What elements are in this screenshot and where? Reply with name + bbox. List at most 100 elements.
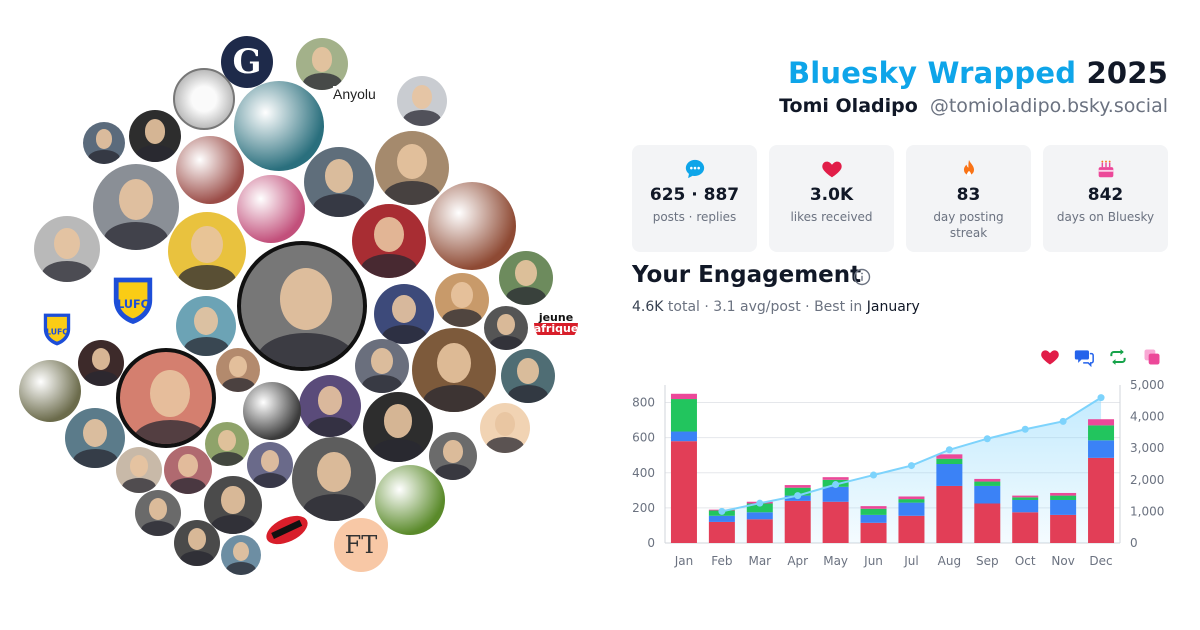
bar-segment (936, 485, 963, 543)
cumulative-point (1097, 394, 1105, 402)
bar-segment (784, 487, 811, 496)
avatar (304, 147, 374, 217)
broken-image-alt: Anyolu (333, 86, 391, 104)
logo-avatar: G (221, 36, 273, 88)
best-label: Best in (814, 299, 863, 315)
bar-segment (822, 477, 849, 480)
avatar (176, 136, 244, 204)
avatar (135, 490, 181, 536)
avatar (429, 432, 477, 480)
bar-segment (1012, 512, 1039, 543)
logo-avatar: LUFC (35, 307, 79, 351)
cumulative-point (756, 499, 764, 507)
avg-value: 3.1 avg/post (713, 299, 801, 315)
heart-icon[interactable] (1040, 347, 1060, 367)
avatar (299, 375, 361, 437)
avatar: jeune afrique (534, 301, 578, 345)
engagement-title: Your Engagement (632, 262, 862, 288)
avatar (484, 306, 528, 350)
quote-icon[interactable] (1142, 347, 1162, 367)
bar-segment (670, 441, 697, 543)
cumulative-point (983, 435, 991, 443)
cumulative-point (794, 492, 802, 500)
avatar (116, 348, 216, 448)
bar-segment (1088, 440, 1115, 458)
avatar (78, 340, 124, 386)
x-tick-label: Apr (787, 554, 808, 568)
avatar (65, 408, 125, 468)
y-left-tick-label: 600 (632, 431, 655, 445)
user-line: Tomi Oladipo @tomioladipo.bsky.social (779, 95, 1168, 117)
logo-avatar: FT (334, 518, 388, 572)
avatar (221, 535, 261, 575)
user-handle: @tomioladipo.bsky.social (929, 95, 1168, 117)
user-name: Tomi Oladipo (779, 95, 918, 117)
svg-text:LUFC: LUFC (46, 328, 68, 337)
x-tick-label: Jul (903, 554, 918, 568)
x-tick-label: Mar (748, 554, 771, 568)
y-right-tick-label: 2,000 (1130, 473, 1164, 487)
avatar (374, 284, 434, 344)
bar-segment (670, 399, 697, 432)
avatar (173, 68, 235, 130)
y-left-tick-label: 0 (647, 536, 655, 550)
bar-segment (1088, 419, 1115, 426)
avatar (499, 251, 553, 305)
bar-segment (746, 503, 773, 513)
cumulative-point (945, 446, 953, 454)
bar-segment (670, 431, 697, 442)
bar-segment (936, 464, 963, 486)
avatar (363, 392, 433, 462)
x-tick-label: Dec (1089, 554, 1112, 568)
title-year: 2025 (1086, 56, 1168, 90)
bar-segment (708, 515, 735, 522)
bar-segment (974, 485, 1001, 504)
stat-card-streak: 83 day posting streak (906, 145, 1031, 252)
y-right-tick-label: 1,000 (1130, 504, 1164, 518)
bar-segment (1012, 499, 1039, 513)
reply-icon[interactable] (1074, 347, 1094, 368)
avatar (174, 520, 220, 566)
avatar (501, 349, 555, 403)
avatar (234, 81, 324, 171)
x-tick-label: Jun (863, 554, 883, 568)
bar-segment (898, 499, 925, 503)
bar-segment (746, 519, 773, 543)
stat-card-likes: 3.0K likes received (769, 145, 894, 252)
repost-icon[interactable] (1108, 347, 1128, 367)
stat-value: 3.0K (809, 185, 854, 205)
bar-segment (1050, 499, 1077, 515)
logo-text: afrique (534, 322, 578, 335)
x-tick-label: Aug (938, 554, 961, 568)
avatar (116, 447, 162, 493)
avatar (83, 122, 125, 164)
bar-segment (1012, 495, 1039, 498)
stat-value: 83 (956, 185, 981, 205)
logo-text: FT (344, 531, 378, 559)
speech-bubble-icon (632, 157, 757, 181)
bar-segment (898, 502, 925, 516)
cumulative-point (1021, 425, 1029, 433)
x-tick-label: Feb (711, 554, 732, 568)
avatar (176, 296, 236, 356)
x-tick-label: Oct (1015, 554, 1036, 568)
stat-label: day posting streak (933, 210, 1004, 240)
avatar (168, 212, 246, 290)
stat-value: 625 · 887 (649, 185, 740, 205)
bar-segment (974, 503, 1001, 543)
x-tick-label: May (823, 554, 848, 568)
stat-card-posts: 625 · 887 posts · replies (632, 145, 757, 252)
avatar (204, 476, 262, 534)
badge-icon (266, 515, 308, 545)
engagement-chart: 0 200 400 600 800 0 1,000 2,000 3,000 4,000 5,000 J… (632, 378, 1164, 568)
avatar (397, 76, 447, 126)
logo-text: jeune (538, 310, 574, 324)
avatar (237, 241, 367, 371)
y-left-tick-label: 800 (632, 396, 655, 410)
info-icon[interactable] (853, 268, 871, 286)
cumulative-point (870, 471, 878, 479)
bar-segment (860, 514, 887, 523)
bar-segment (898, 515, 925, 543)
bar-segment (974, 481, 1001, 486)
logo-text: G (232, 42, 262, 82)
